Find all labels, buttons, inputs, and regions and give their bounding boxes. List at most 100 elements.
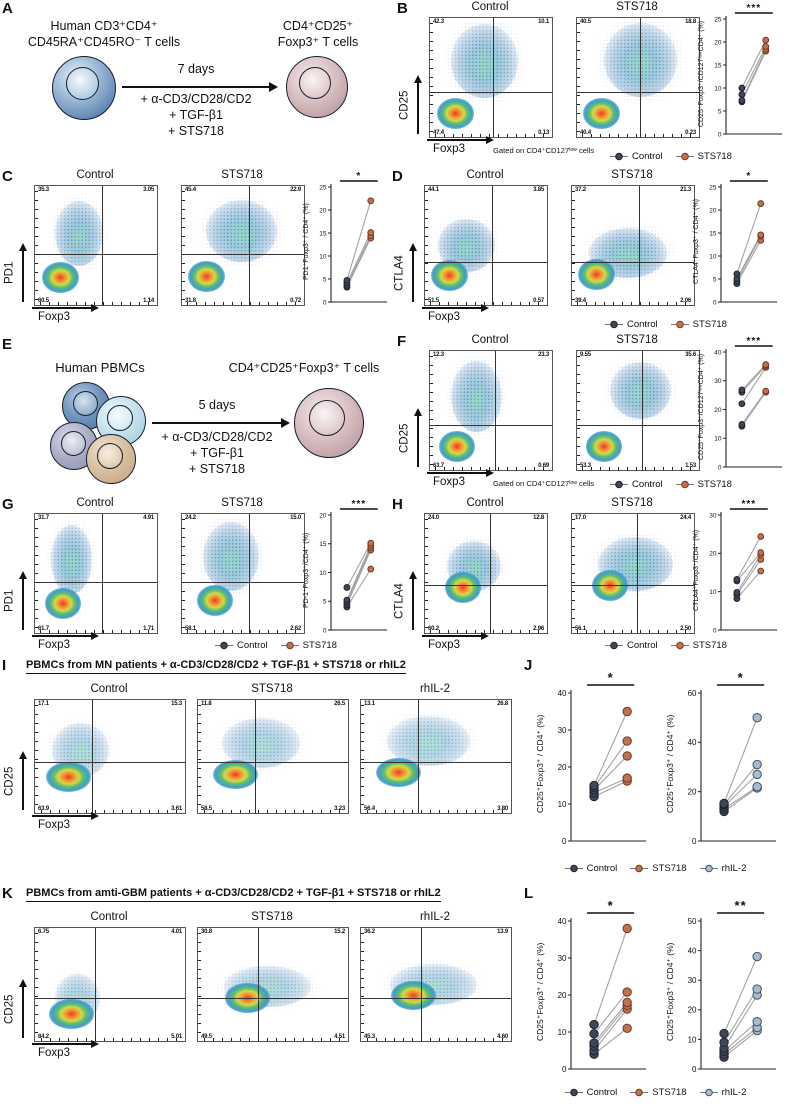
data-point-control (719, 1037, 729, 1048)
y-axis-arrow (19, 979, 27, 1038)
data-point-sts718 (762, 43, 770, 50)
product-cells-label: CD4⁺CD25⁺Foxp3⁺ T cells (228, 361, 380, 375)
legend-dot (635, 1088, 644, 1097)
pair-line (593, 1008, 628, 1051)
y-tick-label: 10 (709, 253, 717, 260)
y-axis-ticks (572, 518, 575, 629)
quadrant-value-topright: 24.4 (680, 515, 691, 521)
y-axis-ticks (361, 704, 364, 809)
x-axis-ticks (39, 302, 153, 305)
data-point-sts718 (367, 197, 375, 205)
y-axis-arrow (409, 571, 417, 630)
flow-title-control: Control (466, 497, 504, 509)
y-tick-label: 0 (692, 1065, 697, 1074)
pair-line (723, 994, 758, 1049)
scatter-l-right: CD25⁺Foxp3⁺ / CD4⁺ (%) 0 10 20 30 40 50 ** (662, 899, 780, 1085)
panel-e: E Human PBMCs 5 days + α-CD3/CD28/CD2 + TGF-… (0, 336, 395, 494)
condition-label: + α-CD3/CD28/CD2 (140, 92, 252, 106)
flow-title-control: Control (471, 334, 509, 346)
quadrant-gate-hline (425, 262, 547, 264)
product-cells-label-line2: Foxp3⁺ T cells (277, 35, 359, 49)
scatter-h: CTLA4⁺Foxp3⁺/CD4⁺ (%) 0 10 20 30 *** (689, 499, 781, 641)
scatter-y-axis-label: PD1⁺Foxp3⁺ / CD4⁺ (%) (302, 203, 310, 281)
y-tick-label: 10 (558, 800, 567, 809)
pair-line (736, 240, 762, 284)
scatter-g: PD-1⁺Foxp3⁺/CD4⁺ (%) 0 5 10 15 20 *** (299, 499, 391, 641)
legend-item-control: Control (564, 1087, 617, 1098)
legend-item-control: Control (604, 319, 658, 330)
naive-tcell (52, 56, 116, 120)
y-tick-label: 20 (709, 551, 717, 558)
density-core (431, 259, 468, 291)
pair-line (346, 235, 372, 286)
significance-label: ** (735, 899, 747, 913)
data-point-control (343, 596, 351, 604)
pair-line (736, 552, 762, 582)
source-cells-label: Human PBMCs (55, 360, 145, 375)
y-axis-arrow (19, 243, 27, 302)
y-axis-ticks (35, 932, 38, 1037)
condition-label: + STS718 (189, 462, 245, 476)
legend-dot (635, 864, 644, 873)
quadrant-value-topright: 23.3 (538, 352, 549, 358)
y-axis-ticks (430, 22, 433, 133)
quadrant-value-topleft: 40.5 (580, 19, 591, 25)
quadrant-value-topright: 4.01 (171, 929, 182, 935)
y-axis-arrow (414, 408, 422, 467)
data-point-control (738, 386, 746, 394)
y-axis-ticks (35, 518, 38, 629)
legend-dot (610, 641, 618, 650)
quadrant-value-topright: 21.3 (680, 187, 691, 193)
y-tick-label: 0 (323, 299, 327, 306)
y-tick-label: 20 (558, 763, 567, 772)
paired-scatter-plot: 0 10 20 30 40 *** (714, 336, 782, 471)
quadrant-value-topleft: 12.3 (433, 352, 444, 358)
y-tick-label: 15 (319, 541, 327, 548)
y-axis-label: CD25 (3, 994, 16, 1024)
cell-nucleus (107, 405, 133, 431)
quadrant-value-bottomleft: 49.5 (201, 1034, 212, 1040)
quadrant-value-topright: 10.1 (538, 19, 549, 25)
legend-dot (569, 1088, 578, 1097)
significance-label: * (608, 671, 614, 685)
cell-nucleus (97, 443, 123, 469)
legend-dot (704, 1088, 713, 1097)
y-tick-label: 10 (558, 1028, 567, 1037)
data-point-sts718 (622, 706, 632, 717)
legend-item-sts718: STS718 (670, 319, 727, 330)
panel-letter-c: C (2, 168, 13, 185)
cell-nucleus (309, 400, 345, 437)
quadrant-value-bottomright: 3.80 (497, 806, 508, 812)
legend-item-sts718: STS718 (670, 640, 727, 651)
pair-line (736, 554, 762, 593)
pair-line (593, 1027, 628, 1055)
flow-title-sts718: STS718 (221, 497, 263, 509)
quadrant-value-bottomright: 0.13 (538, 130, 549, 136)
pair-line (346, 568, 372, 608)
density-core (48, 999, 94, 1029)
quadrant-value-topright: 15.3 (171, 701, 182, 707)
legend-label: rhIL-2 (721, 863, 747, 874)
y-tick-label: 5 (713, 276, 717, 283)
significance-label: *** (741, 499, 756, 510)
pair-line (593, 740, 628, 789)
flow-plot-f-0: 12.3 23.3 63.7 0.69 (429, 350, 553, 471)
pair-line (723, 786, 758, 810)
y-axis-ticks (198, 932, 201, 1037)
y-axis-label: CD25 (398, 90, 411, 120)
y-axis-ticks (198, 704, 201, 809)
y-tick-label: 15 (714, 62, 722, 69)
significance-label: * (356, 171, 361, 182)
quadrant-value-bottomleft: 45.3 (364, 1034, 375, 1040)
density-core (188, 260, 225, 292)
paired-scatter-plot: 0 10 20 30 40 * (558, 671, 646, 846)
legend-label: STS718 (692, 640, 727, 651)
y-axis-ticks (430, 355, 433, 466)
density-cloud (206, 200, 278, 263)
y-tick-label: 25 (709, 184, 717, 191)
pair-line (741, 391, 767, 427)
legend-label: Control (627, 640, 658, 651)
y-tick-label: 0 (692, 837, 697, 846)
flow-plot-h-1: 17.0 24.4 56.1 2.50 (571, 513, 695, 634)
cell-nucleus (60, 430, 86, 456)
